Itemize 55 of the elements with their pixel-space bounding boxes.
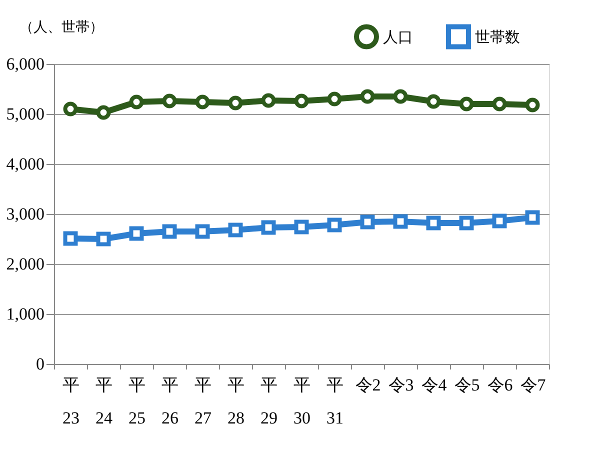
point — [525, 210, 540, 225]
point — [96, 105, 111, 120]
point — [63, 231, 78, 246]
x-tick-label: 令6 — [487, 376, 513, 394]
legend-label: 世帯数 — [475, 28, 520, 46]
y-tick-label: 0 — [36, 354, 44, 374]
x-tick-label: 平 24 — [96, 376, 113, 428]
x-tick-label: 平 23 — [62, 376, 80, 428]
x-tick-label: 令2 — [355, 376, 381, 394]
x-tick-label: 平 31 — [326, 376, 344, 428]
x-tick-label: 令4 — [421, 376, 448, 394]
point — [63, 102, 78, 116]
x-tick-label: 平 30 — [294, 376, 310, 428]
point — [162, 224, 177, 239]
point — [525, 98, 540, 112]
point — [129, 226, 144, 241]
point — [129, 94, 144, 110]
point — [228, 96, 243, 110]
x-tick-label: 令3 — [388, 376, 414, 394]
point — [195, 224, 210, 239]
y-tick-label: 3,000 — [6, 204, 44, 224]
legend-label: 人口 — [383, 30, 413, 46]
point — [327, 218, 342, 232]
point — [195, 94, 210, 110]
x-tick-label: 平 29 — [260, 376, 278, 428]
point — [426, 94, 441, 109]
point — [294, 94, 309, 108]
y-tick-label: 5,000 — [6, 104, 44, 124]
point — [261, 93, 276, 108]
point — [294, 220, 309, 234]
y-tick-label: 1,000 — [6, 304, 44, 324]
point — [459, 96, 474, 112]
point — [360, 89, 375, 104]
point — [228, 222, 243, 238]
point — [261, 220, 276, 235]
point — [492, 214, 507, 228]
point — [360, 214, 375, 230]
x-tick-label: 平 27 — [194, 376, 212, 428]
point — [426, 216, 441, 230]
x-tick-label: 平 28 — [228, 376, 244, 428]
y-tick-label: 6,000 — [6, 54, 44, 74]
x-tick-label: 平 26 — [162, 376, 178, 428]
point — [492, 96, 507, 112]
x-tick-label: 平 25 — [128, 376, 146, 428]
y-tick-label: 2,000 — [6, 254, 44, 274]
point — [393, 214, 408, 229]
point — [327, 92, 342, 106]
point — [393, 89, 408, 104]
x-tick-label: 令5 — [454, 376, 480, 394]
point — [96, 232, 111, 246]
point — [459, 216, 474, 230]
x-tick-label: 令7 — [520, 376, 546, 394]
y-tick-label: 4,000 — [6, 154, 44, 174]
point — [162, 94, 177, 108]
y-axis-title: （人、世帯） — [20, 20, 104, 36]
